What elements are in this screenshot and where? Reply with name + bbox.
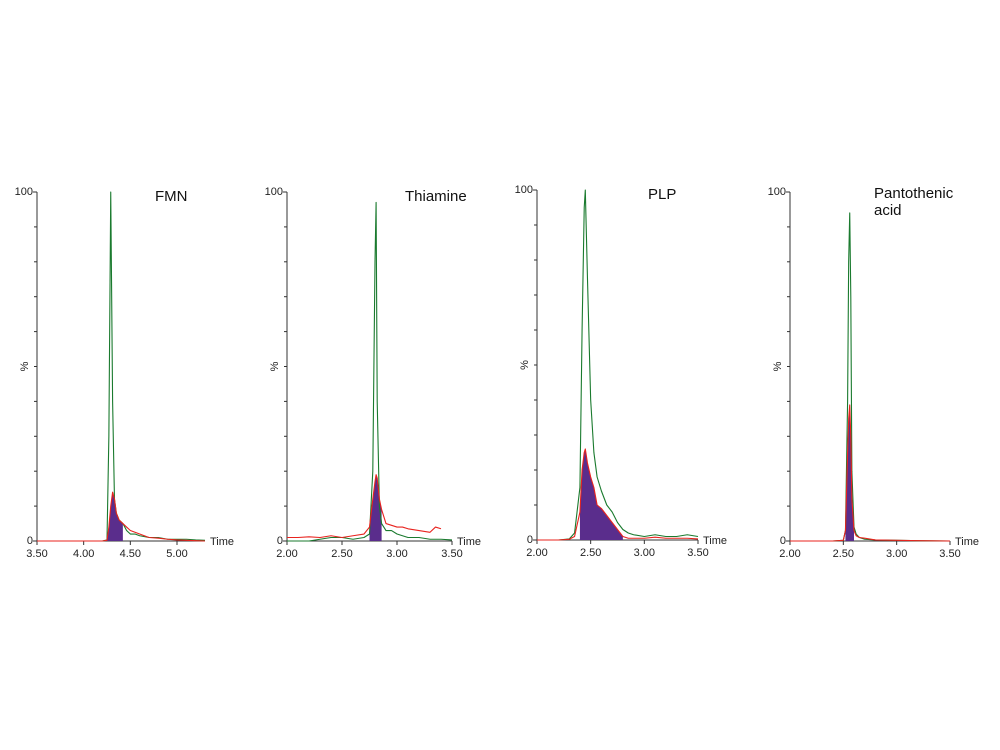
chart-title: Thiamine bbox=[405, 188, 467, 205]
y-tick-label: 0 bbox=[780, 535, 786, 547]
y-tick-label: 100 bbox=[265, 186, 283, 198]
y-tick-label: 0 bbox=[27, 535, 33, 547]
x-tick-label: 4.50 bbox=[120, 548, 141, 560]
x-axis-label: Time bbox=[955, 536, 979, 548]
y-tick-label: 100 bbox=[768, 186, 786, 198]
trace-line bbox=[790, 212, 951, 542]
chart-title: FMN bbox=[155, 188, 188, 205]
x-tick-label: 3.50 bbox=[687, 547, 708, 559]
x-tick-label: 3.00 bbox=[886, 548, 907, 560]
trace-line bbox=[287, 201, 453, 542]
trace-line bbox=[37, 491, 206, 542]
x-tick-label: 3.50 bbox=[939, 548, 960, 560]
x-tick-label: 2.00 bbox=[779, 548, 800, 560]
x-tick-label: 3.50 bbox=[441, 548, 462, 560]
y-axis-label: % bbox=[772, 361, 784, 371]
y-axis-label: % bbox=[269, 361, 281, 371]
x-tick-label: 4.00 bbox=[73, 548, 94, 560]
trace-line bbox=[790, 404, 951, 542]
trace-line bbox=[287, 474, 442, 539]
y-axis-label: % bbox=[519, 360, 531, 370]
trace-line bbox=[537, 448, 699, 541]
x-tick-label: 2.00 bbox=[526, 547, 547, 559]
x-tick-label: 2.50 bbox=[580, 547, 601, 559]
x-axis-label: Time bbox=[703, 535, 727, 547]
trace-line bbox=[537, 189, 699, 541]
x-tick-label: 2.50 bbox=[833, 548, 854, 560]
y-tick-label: 100 bbox=[515, 184, 533, 196]
trace-line bbox=[37, 191, 206, 542]
chart-title: PLP bbox=[648, 186, 677, 203]
y-tick-label: 100 bbox=[15, 186, 33, 198]
x-tick-label: 3.00 bbox=[634, 547, 655, 559]
x-tick-label: 2.00 bbox=[276, 548, 297, 560]
chart-title: Pantothenic acid bbox=[874, 185, 954, 219]
peak-area bbox=[579, 449, 623, 540]
x-axis-label: Time bbox=[457, 536, 481, 548]
x-tick-label: 5.00 bbox=[166, 548, 187, 560]
x-tick-label: 3.00 bbox=[386, 548, 407, 560]
x-axis-label: Time bbox=[210, 536, 234, 548]
peak-area bbox=[369, 474, 382, 541]
x-tick-label: 3.50 bbox=[26, 548, 47, 560]
y-axis-label: % bbox=[19, 361, 31, 371]
y-tick-label: 0 bbox=[527, 534, 533, 546]
y-tick-label: 0 bbox=[277, 535, 283, 547]
x-tick-label: 2.50 bbox=[331, 548, 352, 560]
